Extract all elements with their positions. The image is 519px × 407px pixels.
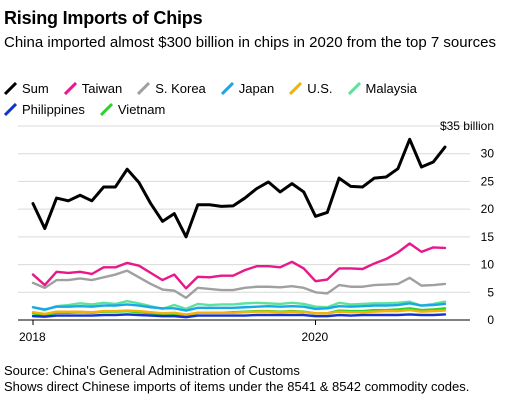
legend-swatch: [63, 82, 77, 95]
chart-legend: Sum Taiwan S. Korea Japan U.S. Malaysia Philip…: [4, 79, 516, 121]
legend-swatch: [4, 82, 17, 95]
legend-label: Philippines: [22, 102, 85, 117]
y-tick-label: 30: [481, 147, 495, 161]
legend-item-malaysia: Malaysia: [347, 79, 417, 98]
legend-item-vietnam: Vietnam: [99, 100, 166, 119]
legend-swatch: [137, 82, 151, 95]
legend-item-taiwan: Taiwan: [63, 79, 123, 98]
chart-footer: Source: China's General Administration o…: [4, 363, 516, 395]
legend-label: Japan: [238, 81, 275, 96]
legend-label: U.S.: [307, 81, 333, 96]
legend-label: Sum: [22, 81, 49, 96]
legend-label: Vietnam: [117, 102, 166, 117]
legend-item-japan: Japan: [220, 79, 275, 98]
series-line-sum: [31, 137, 447, 239]
series-line-taiwan: [31, 242, 447, 290]
legend-item-sum: Sum: [4, 79, 49, 98]
legend-item-philippines: Philippines: [4, 100, 85, 119]
series-line-malaysia: [31, 299, 447, 312]
y-tick-label: 15: [481, 230, 495, 244]
legend-item-s-korea: S. Korea: [137, 79, 206, 98]
legend-swatch: [347, 82, 361, 95]
y-tick-label: 20: [481, 202, 495, 216]
legend-swatch: [289, 82, 303, 95]
legend-label: S. Korea: [155, 81, 206, 96]
line-chart: 0 5 10 15 20 25 30 $35 billion 2018 2020: [18, 119, 495, 344]
series-line-s-korea: [31, 269, 447, 300]
y-tick-label: 0: [487, 313, 494, 327]
series-line-u-s-: [31, 308, 447, 316]
source-note: Source: China's General Administration o…: [4, 363, 300, 378]
legend-label: Taiwan: [81, 81, 123, 96]
y-tick-label: 5: [487, 285, 494, 299]
chart-subtitle: China imported almost $300 billion in ch…: [4, 34, 496, 51]
chart-title: Rising Imports of Chips: [4, 8, 203, 28]
legend-swatch: [99, 103, 113, 116]
method-note: Shows direct Chinese imports of items un…: [4, 379, 470, 394]
legend-label: Malaysia: [365, 81, 417, 96]
y-tick-label: $35 billion: [440, 119, 494, 133]
y-tick-label: 25: [481, 174, 495, 188]
series-line-philippines: [31, 313, 447, 319]
x-tick-label: 2018: [19, 330, 46, 344]
x-tick-label: 2020: [302, 330, 329, 344]
legend-swatch: [4, 103, 17, 116]
y-tick-label: 10: [481, 258, 495, 272]
legend-item-u-s-: U.S.: [289, 79, 333, 98]
series-line-japan: [31, 302, 447, 312]
legend-swatch: [220, 82, 234, 95]
